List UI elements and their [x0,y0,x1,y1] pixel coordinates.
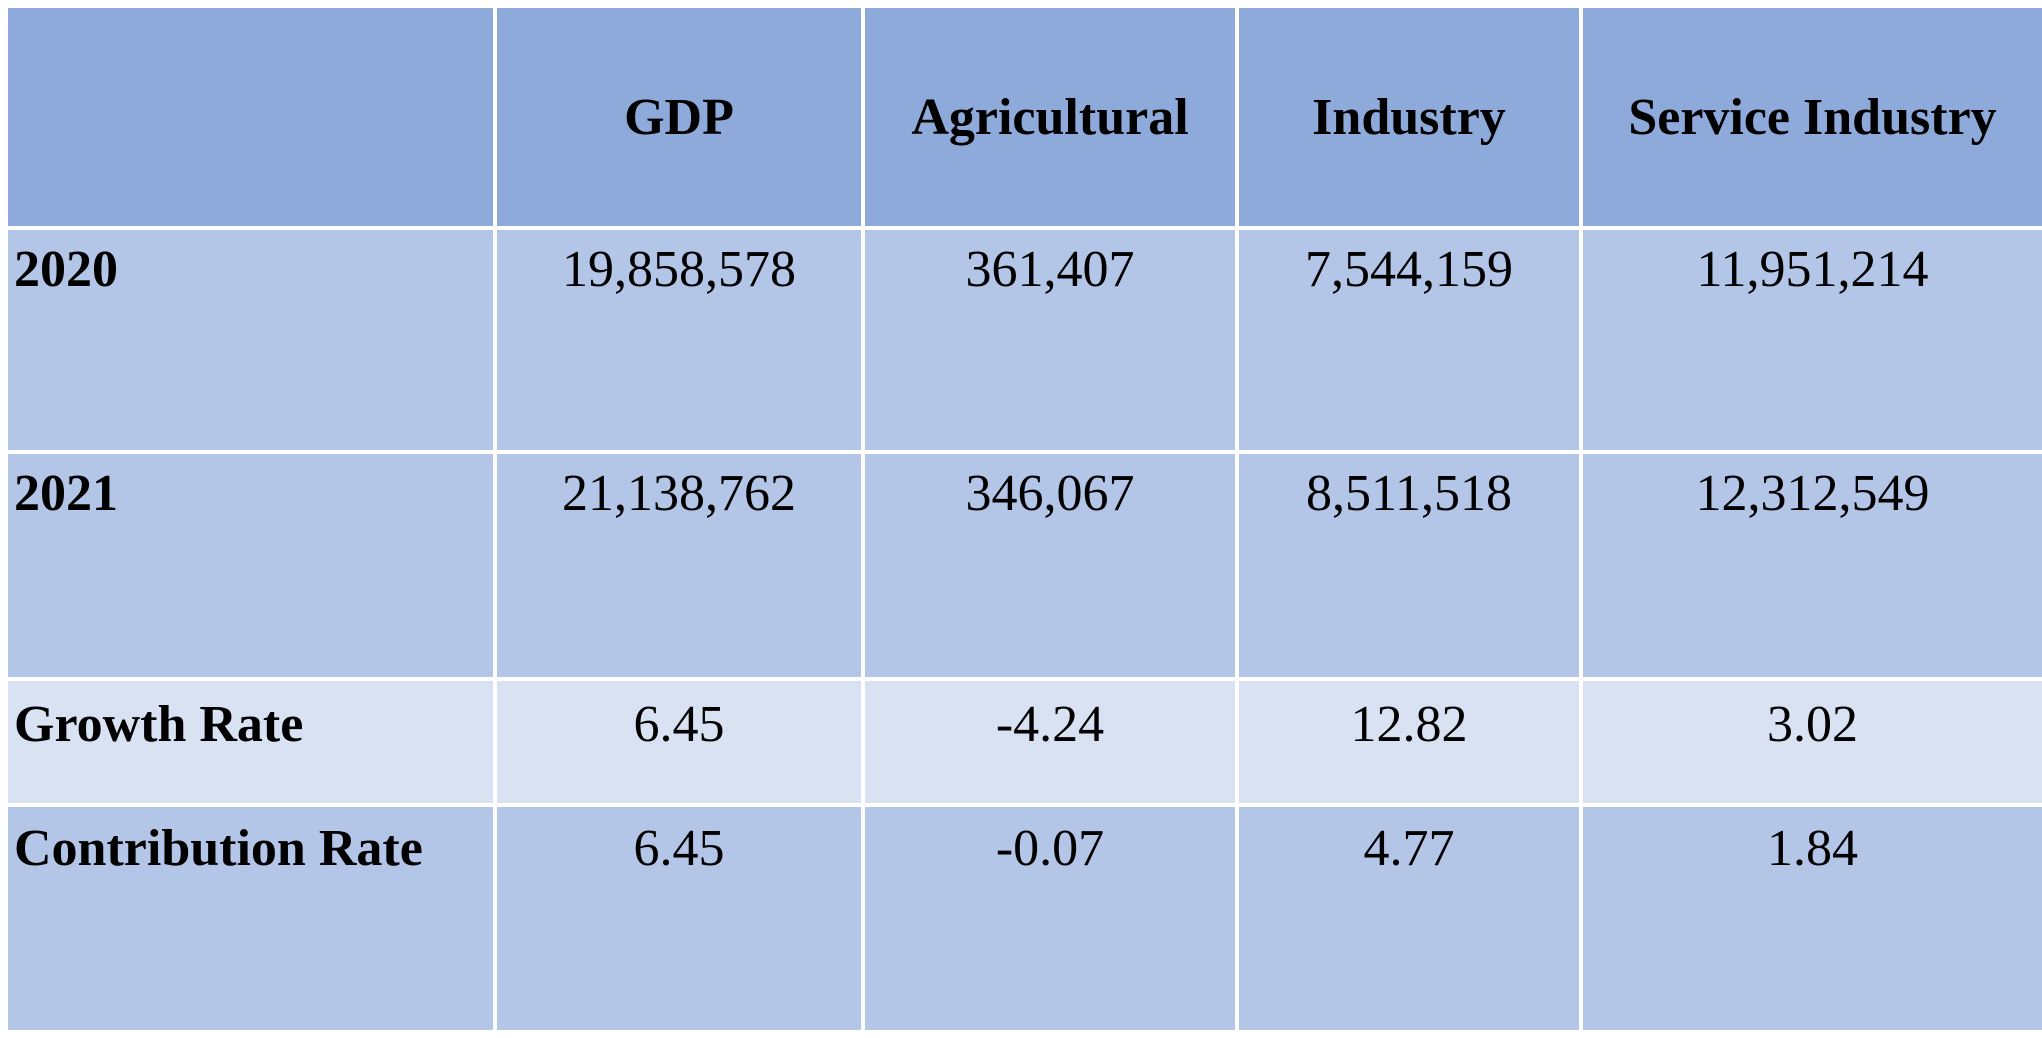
row-label: Growth Rate [8,681,493,804]
cell-gdp: 19,858,578 [497,230,861,450]
cell-agricultural: -4.24 [865,681,1235,804]
header-agricultural: Agricultural [865,8,1235,226]
header-row: GDP Agricultural Industry Service Indust… [8,8,2042,226]
header-industry: Industry [1239,8,1579,226]
row-label: 2020 [8,230,493,450]
cell-service-industry: 1.84 [1583,807,2042,1030]
cell-gdp: 6.45 [497,681,861,804]
table-row-2021: 2021 21,138,762 346,067 8,511,518 12,312… [8,453,2042,678]
header-service-industry: Service Industry [1583,8,2042,226]
cell-agricultural: 346,067 [865,453,1235,678]
data-table-container: GDP Agricultural Industry Service Indust… [4,4,2042,1034]
cell-gdp: 21,138,762 [497,453,861,678]
header-gdp: GDP [497,8,861,226]
cell-gdp: 6.45 [497,807,861,1030]
cell-service-industry: 12,312,549 [1583,453,2042,678]
cell-industry: 4.77 [1239,807,1579,1030]
corner-cell [8,8,493,226]
cell-service-industry: 11,951,214 [1583,230,2042,450]
table-row-growth-rate: Growth Rate 6.45 -4.24 12.82 3.02 [8,681,2042,804]
row-label: Contribution Rate [8,807,493,1030]
cell-industry: 12.82 [1239,681,1579,804]
table-row-contribution-rate: Contribution Rate 6.45 -0.07 4.77 1.84 [8,807,2042,1030]
table-row-2020: 2020 19,858,578 361,407 7,544,159 11,951… [8,230,2042,450]
gdp-table: GDP Agricultural Industry Service Indust… [4,4,2042,1034]
cell-agricultural: -0.07 [865,807,1235,1030]
row-label: 2021 [8,453,493,678]
cell-agricultural: 361,407 [865,230,1235,450]
cell-service-industry: 3.02 [1583,681,2042,804]
cell-industry: 8,511,518 [1239,453,1579,678]
cell-industry: 7,544,159 [1239,230,1579,450]
